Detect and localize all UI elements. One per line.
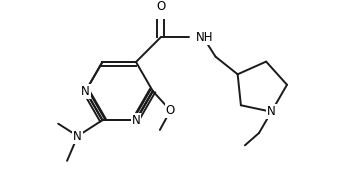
Text: O: O (156, 0, 165, 13)
Text: O: O (166, 104, 175, 117)
Text: N: N (81, 85, 90, 98)
Text: N: N (267, 105, 276, 118)
Text: N: N (132, 114, 140, 127)
Text: N: N (73, 130, 82, 143)
Text: NH: NH (196, 31, 214, 44)
